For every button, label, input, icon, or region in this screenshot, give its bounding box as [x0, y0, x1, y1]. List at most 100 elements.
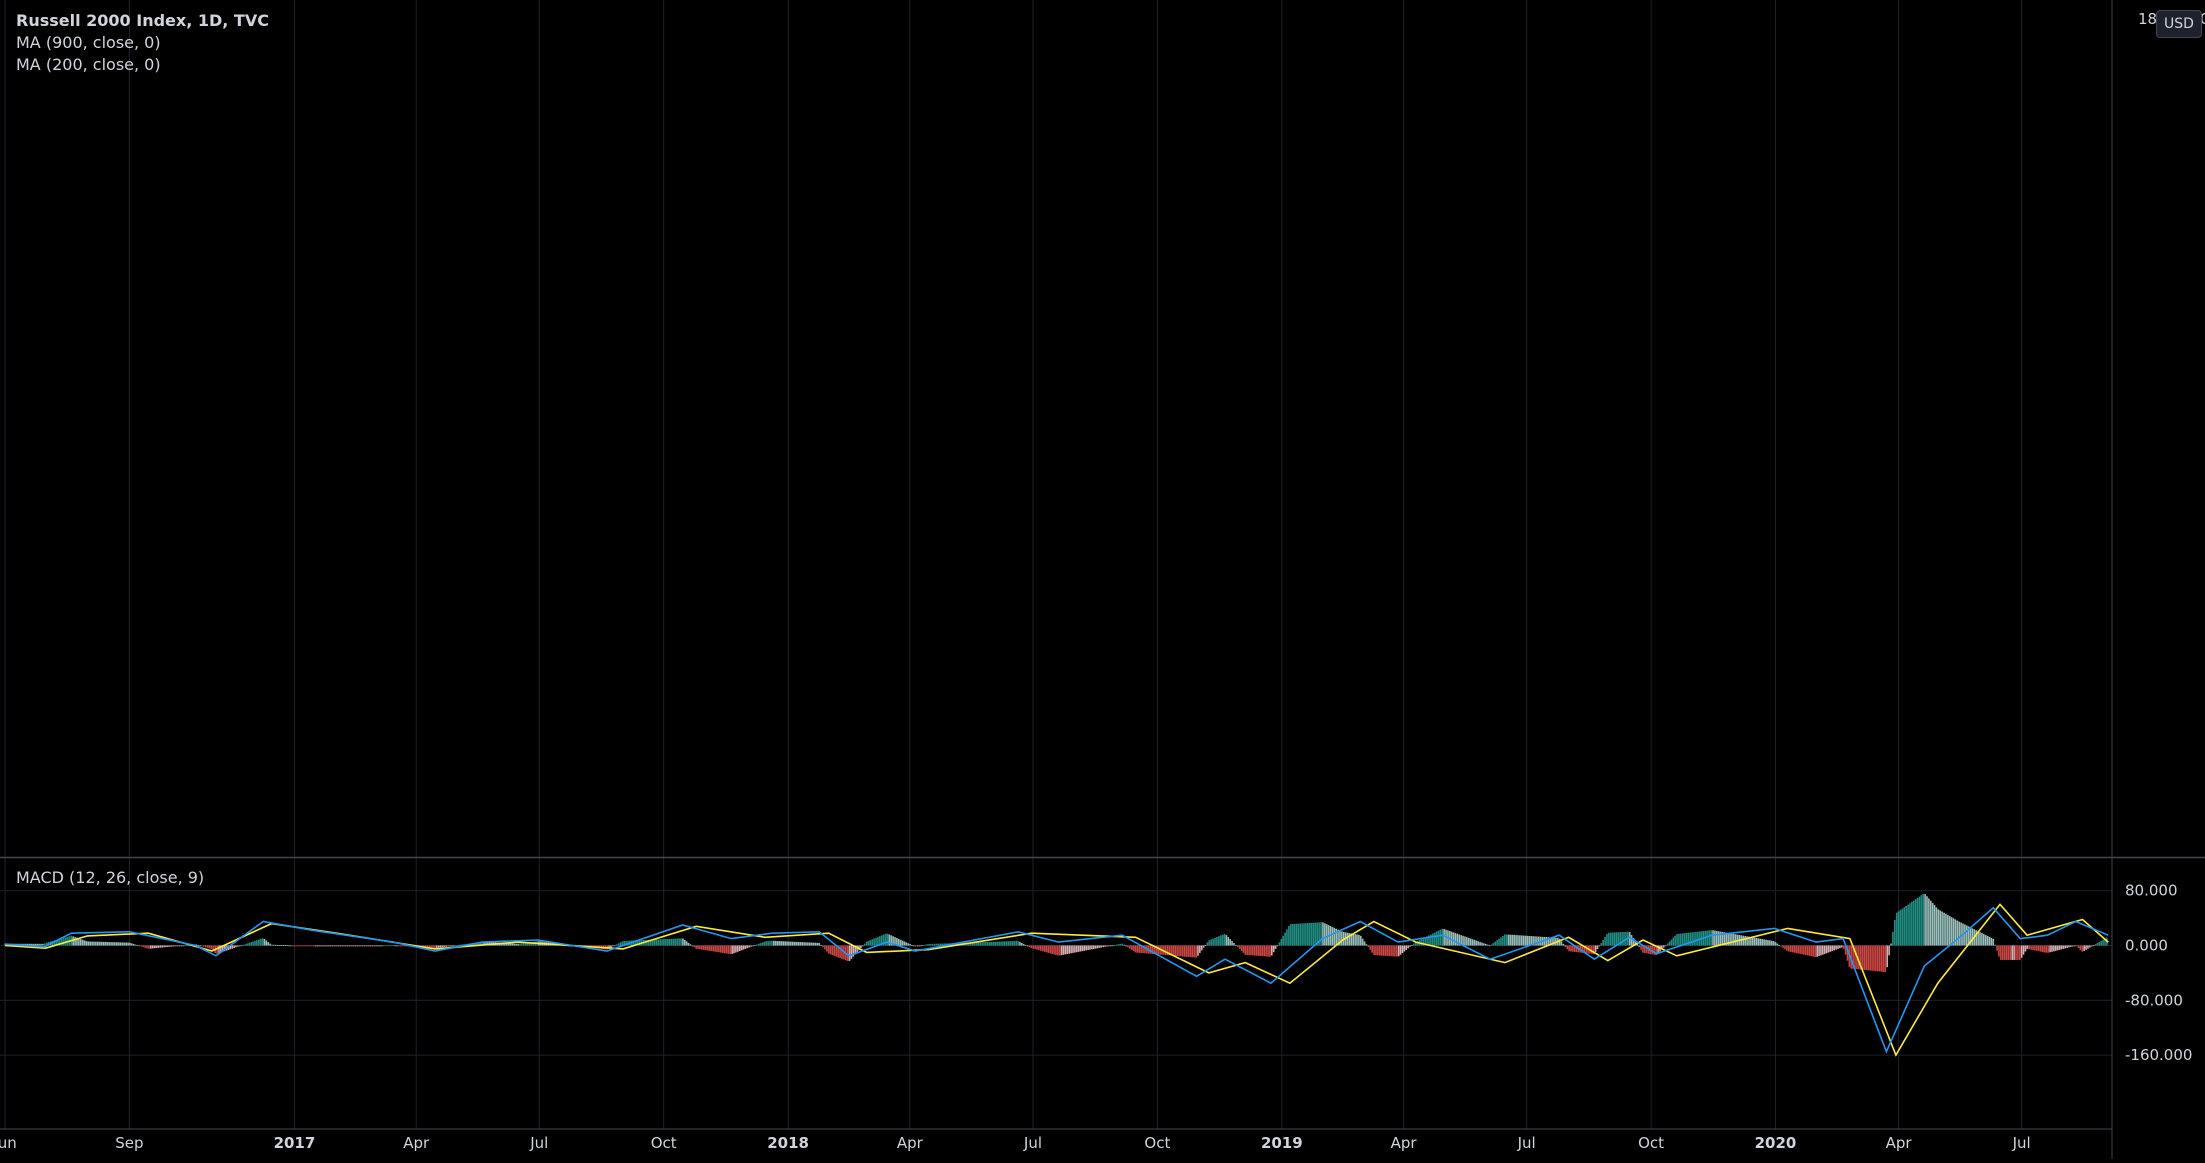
macd-hist-bar — [784, 941, 786, 946]
macd-hist-bar — [1954, 919, 1957, 946]
macd-hist-bar — [2058, 945, 2061, 950]
macd-hist-bar — [729, 945, 732, 955]
macd-hist-bar — [774, 940, 777, 946]
macd-hist-bar — [1674, 935, 1676, 946]
macd-hist-bar — [1662, 945, 1665, 948]
macd-hist-bar — [1055, 945, 1057, 955]
macd-hist-bar — [625, 940, 627, 946]
macd-hist-bar — [2056, 945, 2059, 951]
macd-hist-bar — [748, 945, 750, 948]
macd-hist-bar — [1267, 945, 1269, 957]
macd-hist-bar — [699, 945, 701, 950]
macd-hist-bar — [901, 940, 904, 946]
macd-hist-bar — [1615, 932, 1618, 946]
macd-hist-bar — [1314, 922, 1317, 946]
macd-hist-bar — [1657, 945, 1659, 954]
macd-hist-bar — [1668, 941, 1671, 946]
macd-hist-bar — [1564, 945, 1567, 947]
macd-hist-bar — [916, 945, 919, 947]
macd-hist-bar — [439, 945, 442, 948]
macd-hist-bar — [182, 945, 184, 947]
macd-hist-bar — [1986, 935, 1989, 946]
macd-hist-bar — [2100, 940, 2103, 946]
macd-hist-bar — [55, 939, 57, 946]
macd-hist-bar — [1324, 923, 1326, 946]
macd-hist-bar — [184, 945, 186, 947]
macd-hist-bar — [1382, 945, 1385, 956]
macd-hist-bar — [1253, 945, 1256, 956]
macd-hist-bar — [2039, 945, 2042, 952]
macd-hist-bar — [682, 938, 684, 946]
macd-hist-bar — [1106, 945, 1108, 947]
macd-hist-bar — [297, 945, 300, 947]
macd-hist-bar — [483, 941, 485, 946]
macd-title[interactable]: MACD (12, 26, close, 9) — [16, 868, 205, 887]
macd-hist-bar — [1753, 937, 1756, 946]
macd-hist-bar — [865, 941, 868, 946]
macd-hist-bar — [1182, 945, 1184, 957]
macd-hist-bar — [1274, 945, 1277, 949]
macd-hist-bar — [776, 940, 779, 946]
macd-hist-bar — [831, 945, 834, 956]
macd-hist-bar — [235, 945, 237, 948]
macd-hist-bar — [649, 939, 652, 946]
macd-hist-bar — [1929, 900, 1932, 946]
macd-hist-bar — [983, 942, 985, 946]
macd-hist-bar — [617, 943, 620, 946]
macd-hist-bar — [731, 945, 733, 954]
macd-hist-bar — [646, 939, 648, 946]
macd-hist-bar — [223, 945, 226, 952]
macd-hist-bar — [432, 945, 434, 949]
macd-hist-bar — [104, 941, 107, 946]
time-tick-label: Oct — [651, 1134, 677, 1152]
macd-hist-bar — [507, 943, 510, 946]
currency-button[interactable]: USD — [2156, 10, 2202, 38]
macd-hist-bar — [1645, 945, 1648, 954]
macd-hist-bar — [1608, 932, 1610, 946]
macd-hist-bar — [174, 945, 177, 947]
macd-hist-bar — [1075, 945, 1078, 953]
macd-hist-bar — [28, 943, 31, 946]
macd-hist-bar — [841, 945, 843, 959]
ma200-legend[interactable]: MA (200, close, 0) — [16, 55, 161, 74]
macd-hist-bar — [803, 942, 805, 946]
macd-hist-bar — [2036, 945, 2038, 951]
macd-hist-bar — [356, 945, 359, 947]
macd-hist-bar — [437, 945, 440, 948]
chart-title[interactable]: Russell 2000 Index, 1D, TVC — [16, 11, 269, 30]
macd-hist-bar — [1994, 944, 1996, 946]
macd-hist-bar — [612, 945, 614, 947]
macd-hist-bar — [388, 945, 391, 947]
macd-hist-bar — [140, 945, 143, 947]
macd-hist-bar — [1799, 945, 1801, 954]
macd-hist-bar — [259, 938, 262, 946]
macd-hist-bar — [1414, 941, 1417, 946]
macd-hist-bar — [1492, 943, 1495, 946]
macd-hist-bar — [346, 945, 349, 947]
macd-hist-bar — [799, 942, 802, 946]
macd-hist-bar — [125, 942, 127, 946]
macd-hist-bar — [61, 938, 63, 946]
ma900-legend[interactable]: MA (900, close, 0) — [16, 33, 161, 52]
macd-hist-bar — [428, 945, 430, 948]
macd-hist-bar — [674, 938, 677, 946]
macd-hist-bar — [648, 939, 650, 946]
macd-hist-bar — [1341, 931, 1343, 946]
macd-hist-bar — [2098, 941, 2101, 946]
macd-hist-bar — [1532, 936, 1534, 946]
macd-hist-bar — [352, 945, 355, 947]
macd-hist-bar — [1127, 945, 1129, 948]
macd-hist-bar — [1969, 927, 1972, 946]
macd-hist-bar — [996, 941, 999, 946]
macd-hist-bar — [1350, 933, 1353, 946]
macd-hist-bar — [261, 938, 264, 946]
indicator-lines — [4, 903, 2109, 1057]
macd-hist-bar — [1272, 945, 1275, 953]
macd-hist-bar — [899, 939, 902, 946]
macd-hist-bar — [284, 945, 287, 947]
macd-hist-bar — [1284, 932, 1286, 946]
macd-hist-bar — [1990, 937, 1993, 946]
macd-hist-bar — [812, 942, 815, 946]
macd-hist-bar — [477, 942, 480, 946]
